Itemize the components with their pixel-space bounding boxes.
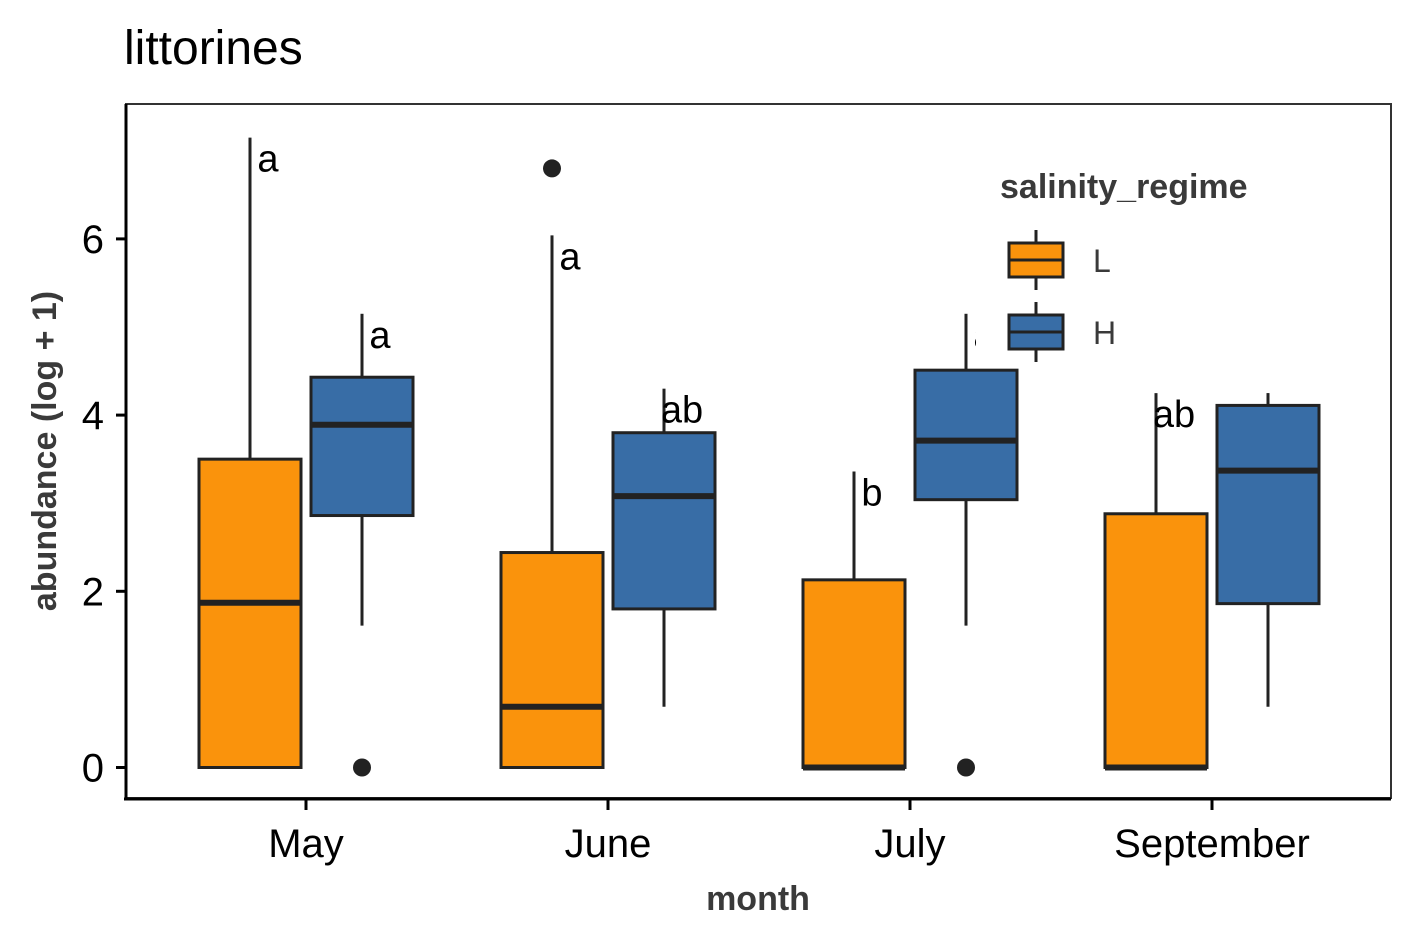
box-h-june (611, 388, 717, 707)
x-tick-label-september: September (1114, 822, 1310, 866)
boxes-layer (197, 137, 1321, 777)
box-body-h-may (309, 375, 415, 518)
y-axis-title: abundance (log + 1) (26, 291, 64, 611)
x-tick-label-july: July (874, 822, 945, 866)
box-h-july (913, 313, 1019, 777)
y-tick-label-6: 6 (82, 218, 104, 262)
y-tick-label-4: 4 (82, 394, 104, 438)
box-h-september (1215, 393, 1321, 707)
box-body-l-june (499, 551, 605, 770)
sig-label-l-may: a (257, 139, 279, 181)
legend-label-l: L (1093, 243, 1111, 279)
outlier-l-june-0 (543, 159, 561, 178)
legend-title: salinity_regime (1000, 168, 1248, 206)
box-l-july (801, 471, 907, 771)
sig-label-h-june: ab (661, 390, 703, 432)
sig-label-l-july: b (861, 472, 882, 514)
sig-label-l-september: ab (1153, 394, 1195, 436)
box-body-h-september (1215, 403, 1321, 606)
box-l-may (197, 137, 303, 769)
x-axis-title: month (706, 880, 810, 918)
y-ticks: 0 2 4 6 (82, 218, 126, 791)
sig-label-h-may: a (369, 315, 391, 357)
legend: salinity_regime LH (976, 168, 1248, 366)
x-ticks: May June July September (268, 799, 1310, 866)
outlier-h-may-0 (353, 758, 371, 777)
box-body-l-september (1103, 512, 1209, 769)
box-body-l-may (197, 457, 303, 769)
y-tick-label-0: 0 (82, 747, 104, 791)
x-tick-label-june: June (565, 822, 652, 866)
box-body-h-july (913, 368, 1019, 502)
box-h-may (309, 313, 415, 777)
chart-title: littorines (124, 22, 303, 75)
box-body-l-july (801, 578, 907, 769)
box-l-september (1103, 393, 1209, 771)
y-tick-label-2: 2 (82, 570, 104, 614)
outlier-h-july-0 (957, 758, 975, 777)
sig-label-l-june: a (559, 236, 581, 278)
box-body-h-june (611, 431, 717, 611)
legend-label-h: H (1093, 315, 1116, 351)
box-l-june (499, 159, 605, 770)
x-tick-label-may: May (268, 822, 344, 866)
